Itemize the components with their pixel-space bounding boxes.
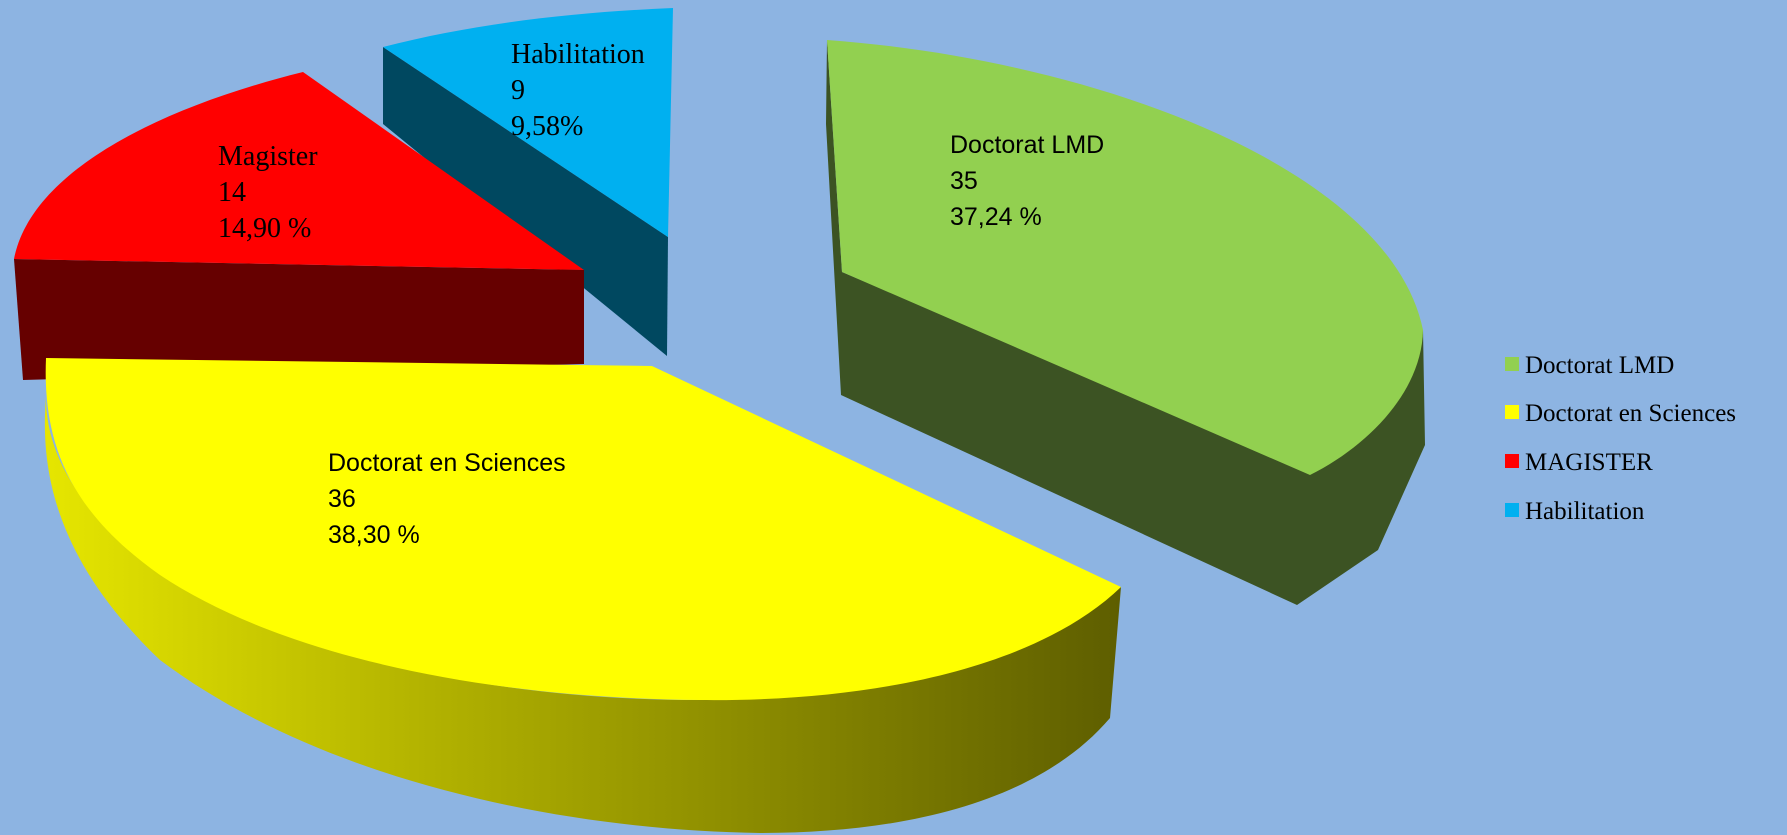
slice-habilitation[interactable] [383,8,673,356]
slice-doctorat-en-sciences[interactable] [44,358,1122,833]
slice-doctorat-lmd[interactable] [826,40,1425,605]
slice-doctorat-lmd-top [827,40,1423,475]
label-doctorat-lmd: Doctorat LMD 35 37,24 % [950,131,1104,231]
legend-swatch-habilitation [1505,503,1519,517]
legend: Doctorat LMD Doctorat en Sciences MAGIST… [1505,352,1736,525]
slice-magister[interactable] [14,72,584,380]
legend-item-doctorat-en-sciences[interactable]: Doctorat en Sciences [1505,400,1736,427]
legend-item-habilitation[interactable]: Habilitation [1505,498,1645,525]
slice-doctorat-lmd-side [826,40,1425,605]
label-doctorat-en-sciences-name: Doctorat en Sciences [328,449,566,477]
label-doctorat-lmd-value: 35 [950,167,978,195]
slice-habilitation-side [383,47,668,356]
label-habilitation: Habilitation 9 9,58% [511,39,645,142]
legend-item-magister[interactable]: MAGISTER [1505,449,1653,476]
label-magister: Magister 14 14,90 % [218,141,318,244]
slice-magister-top [14,72,584,270]
label-doctorat-lmd-name: Doctorat LMD [950,131,1104,159]
label-magister-value: 14 [218,177,246,208]
legend-swatch-doctorat-lmd [1505,357,1519,371]
label-doctorat-lmd-percent: 37,24 % [950,203,1042,231]
legend-swatch-magister [1505,454,1519,468]
slice-doctorat-en-sciences-side [44,397,1121,833]
label-magister-percent: 14,90 % [218,213,311,244]
legend-label-habilitation: Habilitation [1525,498,1645,525]
label-magister-name: Magister [218,141,318,172]
legend-label-doctorat-en-sciences: Doctorat en Sciences [1525,400,1736,427]
label-doctorat-en-sciences-percent: 38,30 % [328,521,420,549]
label-doctorat-en-sciences: Doctorat en Sciences 36 38,30 % [328,449,566,549]
label-doctorat-en-sciences-value: 36 [328,485,356,513]
legend-item-doctorat-lmd[interactable]: Doctorat LMD [1505,352,1674,379]
slice-doctorat-en-sciences-top [45,358,1122,701]
legend-label-doctorat-lmd: Doctorat LMD [1525,352,1674,379]
label-habilitation-percent: 9,58% [511,111,583,142]
label-habilitation-value: 9 [511,75,525,106]
legend-swatch-doctorat-en-sciences [1505,405,1519,419]
data-labels: Doctorat LMD 35 37,24 % Doctorat en Scie… [218,39,1104,549]
label-habilitation-name: Habilitation [511,39,645,70]
legend-label-magister: MAGISTER [1525,449,1653,476]
pie-slices [14,8,1425,833]
slice-habilitation-top [383,8,673,237]
slice-magister-side [14,259,584,380]
